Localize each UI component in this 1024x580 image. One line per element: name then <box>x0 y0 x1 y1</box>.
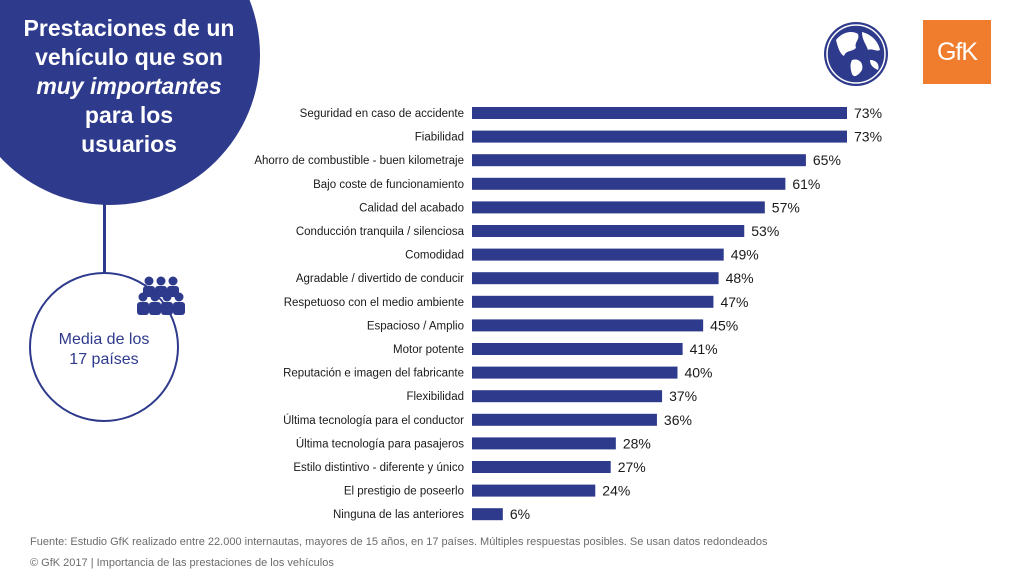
value-label: 27% <box>618 459 646 475</box>
people-group-icon <box>137 276 185 315</box>
globe-icon <box>824 22 888 86</box>
value-label: 28% <box>623 435 651 451</box>
category-label: Comodidad <box>405 250 464 262</box>
connector-line <box>103 204 106 274</box>
category-label: Calidad del acabado <box>359 202 464 214</box>
bar <box>472 461 611 473</box>
bar <box>472 130 847 143</box>
category-label: Última tecnología para el conductor <box>283 414 464 427</box>
category-label: Conducción tranquila / silenciosa <box>296 226 465 238</box>
value-label: 37% <box>669 388 697 404</box>
value-label: 73% <box>854 129 882 145</box>
value-label: 53% <box>751 223 779 239</box>
bar <box>472 366 678 379</box>
value-label: 41% <box>690 341 718 357</box>
category-label: Motor potente <box>393 344 464 356</box>
page-title: Prestaciones de un vehículo que son muy … <box>0 14 258 159</box>
title-line-5: usuarios <box>81 131 177 157</box>
category-label: El prestigio de poseerlo <box>344 486 464 498</box>
category-label: Agradable / divertido de conducir <box>296 273 464 285</box>
category-label: Ahorro de combustible - buen kilometraje <box>254 155 464 167</box>
category-label: Seguridad en caso de accidente <box>300 108 464 120</box>
bar <box>472 177 786 190</box>
bar <box>472 390 663 403</box>
category-label: Reputación e imagen del fabricante <box>283 368 464 380</box>
value-label: 48% <box>726 270 754 286</box>
bar <box>472 201 765 214</box>
category-label: Flexibilidad <box>406 391 464 403</box>
value-label: 24% <box>602 483 630 499</box>
gfk-logo: GfK <box>923 20 991 84</box>
copyright-note: © GfK 2017 | Importancia de las prestaci… <box>30 557 334 569</box>
bar <box>472 295 714 308</box>
bar <box>472 508 503 521</box>
value-label: 6% <box>510 506 530 522</box>
value-label: 65% <box>813 152 841 168</box>
bar <box>472 437 616 450</box>
category-label: Última tecnología para pasajeros <box>296 437 464 450</box>
bar <box>472 343 683 355</box>
category-label: Espacioso / Amplio <box>367 320 464 332</box>
media-line-2: 17 países <box>69 351 139 368</box>
title-line-4: para los <box>84 102 174 128</box>
media-line-1: Media de los <box>58 331 150 348</box>
bar <box>472 248 724 261</box>
bar <box>472 154 806 167</box>
bar <box>472 413 657 426</box>
value-label: 40% <box>684 365 712 381</box>
category-label: Respetuoso con el medio ambiente <box>284 297 464 309</box>
value-label: 45% <box>710 317 738 333</box>
value-label: 73% <box>854 105 882 121</box>
gfk-logo-text: GfK <box>936 38 978 66</box>
value-label: 36% <box>664 412 692 428</box>
source-note: Fuente: Estudio GfK realizado entre 22.0… <box>30 536 768 548</box>
value-label: 61% <box>792 176 820 192</box>
bar <box>472 272 719 285</box>
value-label: 57% <box>772 199 800 215</box>
title-line-3: muy importantes <box>36 73 222 99</box>
bar <box>472 484 596 497</box>
title-line-1: Prestaciones de un <box>23 15 235 41</box>
bar <box>472 319 704 332</box>
category-label: Estilo distintivo - diferente y único <box>293 462 464 474</box>
category-label: Bajo coste de funcionamiento <box>313 179 464 191</box>
category-label: Ninguna de las anteriores <box>333 509 464 521</box>
category-label: Fiabilidad <box>415 132 464 144</box>
bar <box>472 225 745 237</box>
media-label: Media de los 17 países <box>29 330 179 370</box>
title-line-2: vehículo que son <box>35 44 223 70</box>
value-label: 49% <box>731 247 759 263</box>
value-label: 47% <box>720 294 748 310</box>
bar <box>472 107 847 119</box>
